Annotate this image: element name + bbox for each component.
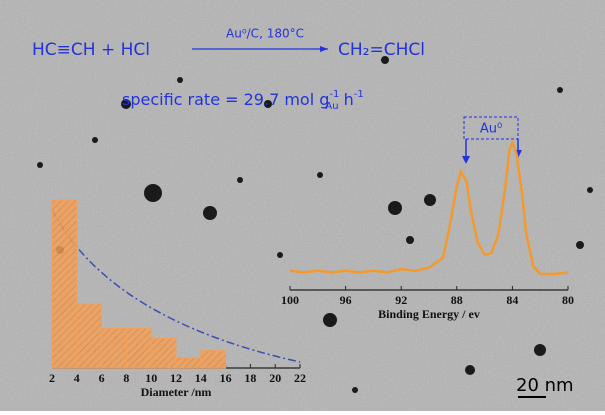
x-tick-label: 96 xyxy=(340,293,352,307)
x-tick-label: 4 xyxy=(74,371,80,385)
rate-h: h xyxy=(339,90,354,109)
x-axis-label: Binding Energy / ev xyxy=(378,307,480,321)
rate-text: specific rate = 29.7 mol g xyxy=(122,90,329,109)
charts: 2 4 6 8 10 12 14 16 18 20 22 Diameter /nm 100 96 92 88 8… xyxy=(49,139,574,399)
x-tick-label: 18 xyxy=(244,371,256,385)
scale-label: 20 nm xyxy=(516,375,574,396)
bar xyxy=(150,337,177,369)
bar xyxy=(76,303,103,369)
bar xyxy=(175,357,202,369)
x-tick-label: 20 xyxy=(269,371,281,385)
rate-sub: Au xyxy=(325,101,338,112)
reactants: HC≡CH + HCl xyxy=(32,40,150,60)
spectrum-line xyxy=(289,139,569,276)
bar xyxy=(125,327,152,369)
x-tick-label: 100 xyxy=(281,293,299,307)
rate-h-sup: -1 xyxy=(354,89,364,100)
x-tick-label: 80 xyxy=(562,293,574,307)
x-tick-label: 10 xyxy=(145,371,157,385)
bar xyxy=(51,199,78,369)
x-tick-label: 22 xyxy=(294,371,306,385)
bar xyxy=(101,327,127,369)
specific-rate: specific rate = 29.7 mol g-1 Au h-1 xyxy=(122,89,364,112)
x-tick-label: 12 xyxy=(170,371,182,385)
peak-box xyxy=(463,116,519,140)
x-tick-label: 92 xyxy=(395,293,407,307)
x-tick-label: 14 xyxy=(195,371,207,385)
rate-sup: -1 xyxy=(329,89,339,100)
x-tick-label: 6 xyxy=(99,371,105,385)
x-tick-label: 84 xyxy=(506,293,518,307)
x-tick-label: 8 xyxy=(123,371,129,385)
bar xyxy=(200,350,227,369)
peak-label: Au⁰ xyxy=(480,122,502,137)
x-axis-label: Diameter /nm xyxy=(141,385,212,399)
x-tick-label: 2 xyxy=(49,371,55,385)
product: CH₂=CHCl xyxy=(338,40,425,60)
catalyst: Au⁰/C, 180°C xyxy=(226,27,304,41)
x-tick-label: 16 xyxy=(220,371,232,385)
arrow-head xyxy=(320,46,328,52)
particles xyxy=(37,56,593,393)
x-tick-label: 88 xyxy=(451,293,463,307)
